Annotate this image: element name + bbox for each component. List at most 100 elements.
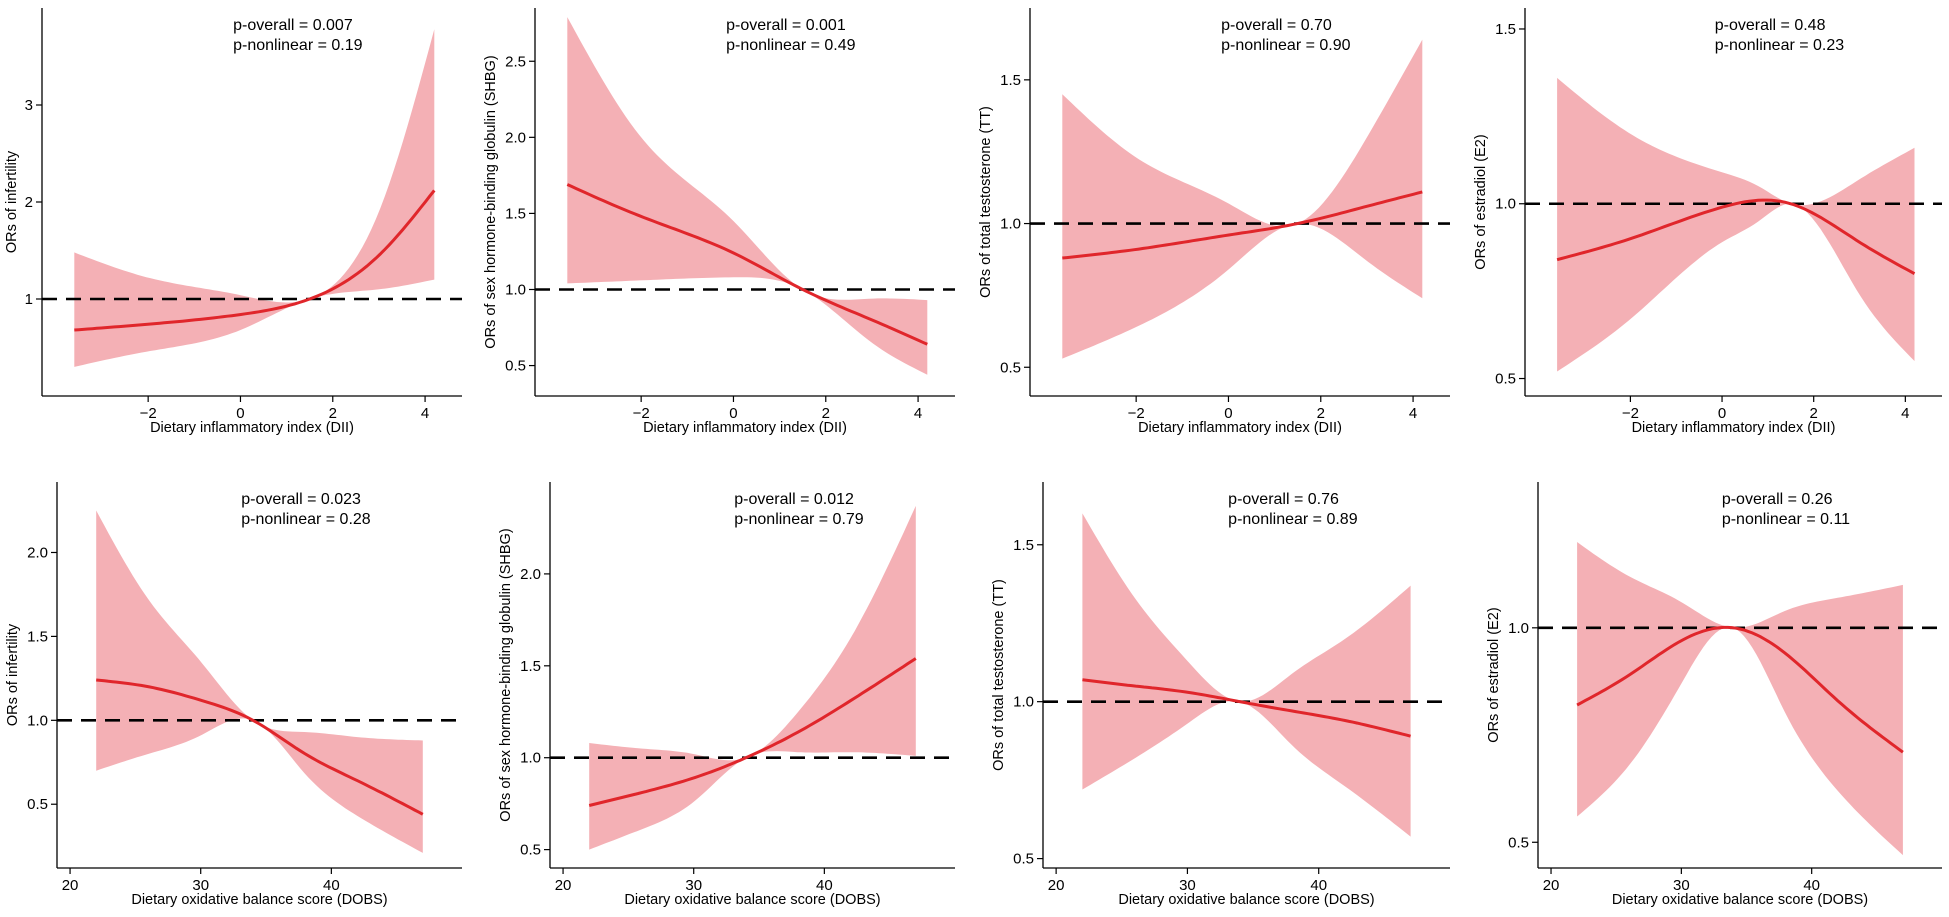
or-curve-B1 (96, 678, 424, 816)
y-tick-label: 1.0 (505, 281, 526, 298)
y-tick-label: 1.5 (27, 628, 48, 645)
or-curve-A3 (1062, 190, 1423, 260)
y-axis-title: ORs of total testosterone (TT) (978, 106, 994, 298)
p-nonlinear-label: p-nonlinear = 0.89 (1228, 511, 1358, 528)
y-tick-label: 1.0 (1508, 620, 1529, 637)
or-curve-B4 (1576, 625, 1904, 754)
p-nonlinear-label: p-nonlinear = 0.23 (1715, 37, 1845, 54)
y-tick-label: 3 (25, 97, 33, 114)
x-tick-label: 30 (685, 877, 702, 894)
panel-B2: 20 30 40 0.5 1.0 1.5 2.0 Dietary oxidative bala… (498, 482, 955, 908)
x-axis-title: Dietary oxidative balance score (DOBS) (1118, 892, 1374, 908)
y-tick-label: 1.0 (1000, 216, 1021, 233)
x-tick-label: 20 (62, 877, 79, 894)
p-overall-label: p-overall = 0.26 (1722, 491, 1833, 508)
y-axis-title: ORs of infertility (4, 150, 20, 253)
y-tick-label: 0.5 (1013, 851, 1034, 868)
x-tick-label: 20 (555, 877, 572, 894)
y-axis-title: ORs of sex hormone-binding globulin (SHB… (483, 55, 499, 348)
x-tick-label: 20 (1048, 877, 1065, 894)
x-tick-label: 30 (192, 877, 209, 894)
ci-band-B2 (589, 505, 916, 850)
x-axis-title: Dietary oxidative balance score (DOBS) (624, 892, 880, 908)
y-tick-label: 2.0 (505, 129, 526, 146)
p-overall-label: p-overall = 0.023 (241, 491, 361, 508)
p-overall-label: p-overall = 0.48 (1715, 17, 1826, 34)
p-nonlinear-label: p-nonlinear = 0.11 (1722, 511, 1850, 528)
y-tick-label: 1.5 (1000, 72, 1021, 89)
y-tick-label: 2.0 (520, 566, 541, 583)
panel-A1: −2 0 2 4 1 2 3 Dietary inflammatory index (DII)… (4, 8, 462, 436)
p-overall-label: p-overall = 0.012 (734, 491, 854, 508)
y-tick-label: 2.5 (505, 53, 526, 70)
x-tick-label: 4 (421, 405, 429, 422)
x-tick-label: −2 (1622, 405, 1639, 422)
x-tick-label: 4 (914, 405, 922, 422)
y-axis-title: ORs of estradiol (E2) (1473, 134, 1489, 269)
ci-band-B1 (96, 510, 423, 853)
x-tick-label: 30 (1673, 877, 1690, 894)
y-axis-title: ORs of total testosterone (TT) (991, 579, 1007, 771)
x-tick-label: −2 (633, 405, 650, 422)
x-axis-title: Dietary inflammatory index (DII) (1632, 420, 1836, 436)
p-overall-label: p-overall = 0.007 (233, 17, 353, 34)
y-tick-label: 2.0 (27, 544, 48, 561)
p-nonlinear-label: p-nonlinear = 0.28 (241, 511, 371, 528)
x-tick-label: 2 (1810, 405, 1818, 422)
panel-A4: −2 0 2 4 0.5 1.0 1.5 Dietary inflammatory index… (1473, 8, 1942, 436)
y-tick-label: 1.5 (520, 658, 541, 675)
x-tick-label: 2 (822, 405, 830, 422)
panel-A2: −2 0 2 4 0.5 1.0 1.5 2.0 2.5 Dietary inflammatory… (483, 8, 955, 436)
panel-B1: 20 30 40 0.5 1.0 1.5 2.0 Dietary oxidative bala… (5, 482, 462, 908)
panel-B4: 20 30 40 0.5 1.0 Dietary oxidative balance sc… (1486, 482, 1942, 908)
x-tick-label: −2 (1128, 405, 1145, 422)
y-tick-label: 0.5 (27, 796, 48, 813)
or-curve-A1 (74, 189, 436, 332)
p-nonlinear-label: p-nonlinear = 0.90 (1221, 37, 1351, 54)
y-tick-label: 1 (25, 291, 33, 308)
x-tick-label: 2 (1317, 405, 1325, 422)
x-tick-label: 2 (329, 405, 337, 422)
x-tick-label: 40 (1803, 877, 1820, 894)
y-tick-label: 0.5 (1508, 834, 1529, 851)
y-axis-title: ORs of estradiol (E2) (1486, 607, 1502, 742)
y-axis-title: ORs of infertility (5, 623, 21, 726)
x-tick-label: 4 (1409, 405, 1417, 422)
x-tick-label: 0 (1224, 405, 1232, 422)
x-axis-title: Dietary oxidative balance score (DOBS) (131, 892, 387, 908)
y-tick-label: 1.0 (1013, 694, 1034, 711)
y-tick-label: 1.5 (505, 205, 526, 222)
x-axis-title: Dietary oxidative balance score (DOBS) (1612, 892, 1868, 908)
x-tick-label: 40 (323, 877, 340, 894)
or-curve-A2 (566, 183, 928, 346)
x-tick-label: 40 (1310, 877, 1327, 894)
y-axis-title: ORs of sex hormone-binding globulin (SHB… (498, 528, 514, 821)
y-tick-label: 1.0 (27, 712, 48, 729)
y-tick-label: 0.5 (1495, 371, 1516, 388)
panel-A3: −2 0 2 4 0.5 1.0 1.5 Dietary inflammatory index… (978, 8, 1450, 436)
x-tick-label: 0 (1718, 405, 1726, 422)
y-tick-label: 1.5 (1013, 537, 1034, 554)
x-tick-label: 20 (1543, 877, 1560, 894)
panel-B3: 20 30 40 0.5 1.0 1.5 Dietary oxidative balance… (991, 482, 1450, 908)
y-tick-label: 2 (25, 194, 33, 211)
x-tick-label: 30 (1179, 877, 1196, 894)
ci-band-A3 (1062, 39, 1423, 359)
p-overall-label: p-overall = 0.001 (726, 17, 846, 34)
y-tick-label: 0.5 (520, 842, 541, 859)
y-tick-label: 1.5 (1495, 21, 1516, 38)
p-nonlinear-label: p-nonlinear = 0.19 (233, 37, 363, 54)
y-tick-label: 1.0 (520, 750, 541, 767)
x-tick-label: 0 (236, 405, 244, 422)
x-axis-title: Dietary inflammatory index (DII) (643, 420, 847, 436)
y-tick-label: 0.5 (505, 358, 526, 375)
x-tick-label: 0 (729, 405, 737, 422)
x-tick-label: −2 (140, 405, 157, 422)
p-overall-label: p-overall = 0.70 (1221, 17, 1332, 34)
x-tick-label: 40 (816, 877, 833, 894)
y-tick-label: 0.5 (1000, 359, 1021, 376)
or-curve-B2 (588, 657, 917, 807)
x-tick-label: 4 (1901, 405, 1909, 422)
p-nonlinear-label: p-nonlinear = 0.79 (734, 511, 864, 528)
